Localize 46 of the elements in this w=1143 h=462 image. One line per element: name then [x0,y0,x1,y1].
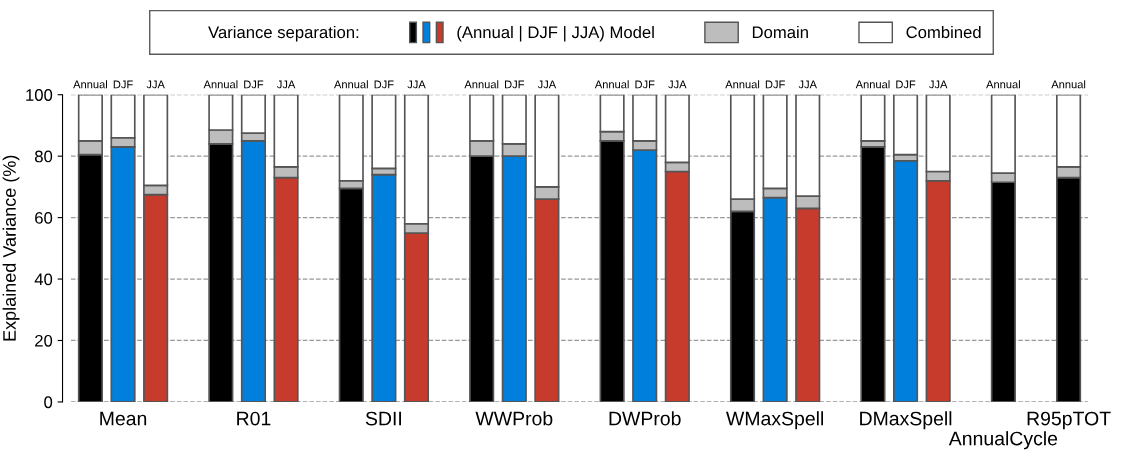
text: WWProb [475,411,553,426]
x-tick-label: Annual [1051,80,1086,89]
x-tick-label: DJF [896,80,916,89]
bar [892,159,919,402]
y-tick-label: 20 [35,334,53,347]
text: DWProb [609,411,681,426]
text: AnnualCycle [948,431,1058,450]
x-tick-label: DJF [635,80,655,89]
bar [860,146,886,402]
y-axis-title: Explained Variance (%) [2,155,20,341]
x-tick-label: DJF [374,80,394,89]
legend-title: Variance separation: [208,25,359,42]
x-tick-label: Annual [203,80,238,89]
x-tick-label: Annual [333,80,368,89]
x-tick-label: DJF [113,80,133,89]
x-tick-label: Annual [986,80,1020,89]
x-tick-label: JJA [276,80,296,89]
text: R95pTOT [1027,411,1111,430]
x-tick-label: Annual [73,80,107,89]
x-tick-label: Annual [594,80,629,89]
text: DMaxSpell [860,411,952,430]
y-tick-label: 0 [44,396,53,409]
x-tick-label: JJA [146,80,165,89]
y-tick-label: 80 [35,150,53,163]
x-tick-label: JJA [929,80,948,89]
legend-label: (Annual | DJF | JJA) Model [457,25,654,42]
x-tick-label: DJF [765,80,785,89]
x-tick-label: Annual [855,80,890,89]
text: R01 [237,411,271,426]
bar [371,173,397,402]
x-tick-label: Annual [464,80,499,89]
text: WMaxSpell [726,411,823,430]
y-tick-label: 100 [26,89,53,101]
y-tick-label: 40 [34,273,53,286]
legend-label: Combined [906,25,981,39]
x-tick-label: JJA [537,80,557,89]
x-tick-label: JJA [407,80,426,89]
legend-label: Domain [752,25,808,39]
x-tick-label: DJF [505,80,525,89]
x-tick-label: DJF [244,80,264,89]
text: SDII [365,411,401,426]
x-tick-label: JJA [668,80,687,89]
y-tick-label: 60 [35,212,53,224]
x-tick-label: JJA [798,80,817,89]
x-tick-label: Annual [725,80,760,89]
text: Mean [100,411,147,426]
